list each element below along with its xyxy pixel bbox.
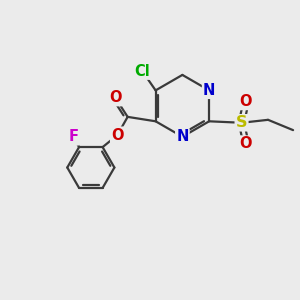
Text: N: N bbox=[203, 83, 215, 98]
Text: S: S bbox=[236, 115, 247, 130]
Text: O: O bbox=[111, 128, 124, 142]
Text: F: F bbox=[68, 129, 78, 144]
Text: N: N bbox=[176, 129, 189, 144]
Text: O: O bbox=[240, 136, 252, 152]
Text: Cl: Cl bbox=[134, 64, 150, 79]
Text: O: O bbox=[240, 94, 252, 109]
Text: O: O bbox=[109, 90, 122, 105]
